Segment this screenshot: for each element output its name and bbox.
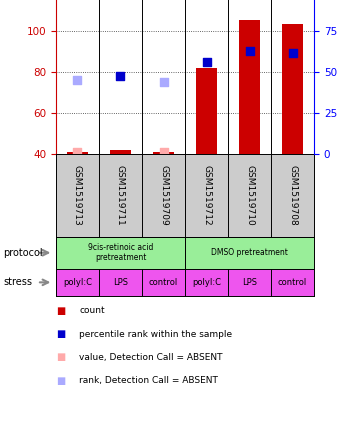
Text: GSM1519710: GSM1519710 bbox=[245, 165, 254, 226]
Text: GSM1519712: GSM1519712 bbox=[202, 165, 211, 226]
Point bbox=[290, 50, 295, 57]
Text: protocol: protocol bbox=[4, 248, 43, 258]
Text: control: control bbox=[149, 278, 178, 287]
Text: ■: ■ bbox=[56, 329, 65, 339]
Bar bbox=[196, 68, 217, 154]
Bar bbox=[282, 25, 303, 154]
Text: ■: ■ bbox=[56, 376, 65, 386]
Point bbox=[247, 48, 252, 55]
Bar bbox=[56, 237, 185, 269]
Text: polyI:C: polyI:C bbox=[63, 278, 92, 287]
Text: GSM1519708: GSM1519708 bbox=[288, 165, 297, 226]
Point bbox=[75, 149, 81, 156]
Text: stress: stress bbox=[4, 277, 32, 287]
Text: ■: ■ bbox=[56, 306, 65, 316]
Bar bbox=[110, 150, 131, 154]
Text: control: control bbox=[278, 278, 307, 287]
Text: ■: ■ bbox=[56, 352, 65, 363]
Text: rank, Detection Call = ABSENT: rank, Detection Call = ABSENT bbox=[79, 376, 218, 385]
Point bbox=[75, 77, 81, 84]
Text: polyI:C: polyI:C bbox=[192, 278, 221, 287]
Text: count: count bbox=[79, 306, 105, 316]
Text: GSM1519709: GSM1519709 bbox=[159, 165, 168, 226]
Point bbox=[118, 73, 123, 80]
Text: value, Detection Call = ABSENT: value, Detection Call = ABSENT bbox=[79, 353, 223, 362]
Bar bbox=[153, 152, 174, 154]
Point bbox=[161, 79, 166, 85]
Text: LPS: LPS bbox=[113, 278, 128, 287]
Text: GSM1519713: GSM1519713 bbox=[73, 165, 82, 226]
Point bbox=[161, 149, 166, 156]
Text: DMSO pretreatment: DMSO pretreatment bbox=[211, 248, 288, 257]
Text: GSM1519711: GSM1519711 bbox=[116, 165, 125, 226]
Bar bbox=[185, 237, 314, 269]
Point bbox=[204, 58, 209, 65]
Text: 9cis-retinoic acid
pretreatment: 9cis-retinoic acid pretreatment bbox=[88, 243, 153, 262]
Text: LPS: LPS bbox=[242, 278, 257, 287]
Text: percentile rank within the sample: percentile rank within the sample bbox=[79, 330, 232, 339]
Bar bbox=[67, 152, 88, 154]
Bar bbox=[239, 20, 260, 154]
